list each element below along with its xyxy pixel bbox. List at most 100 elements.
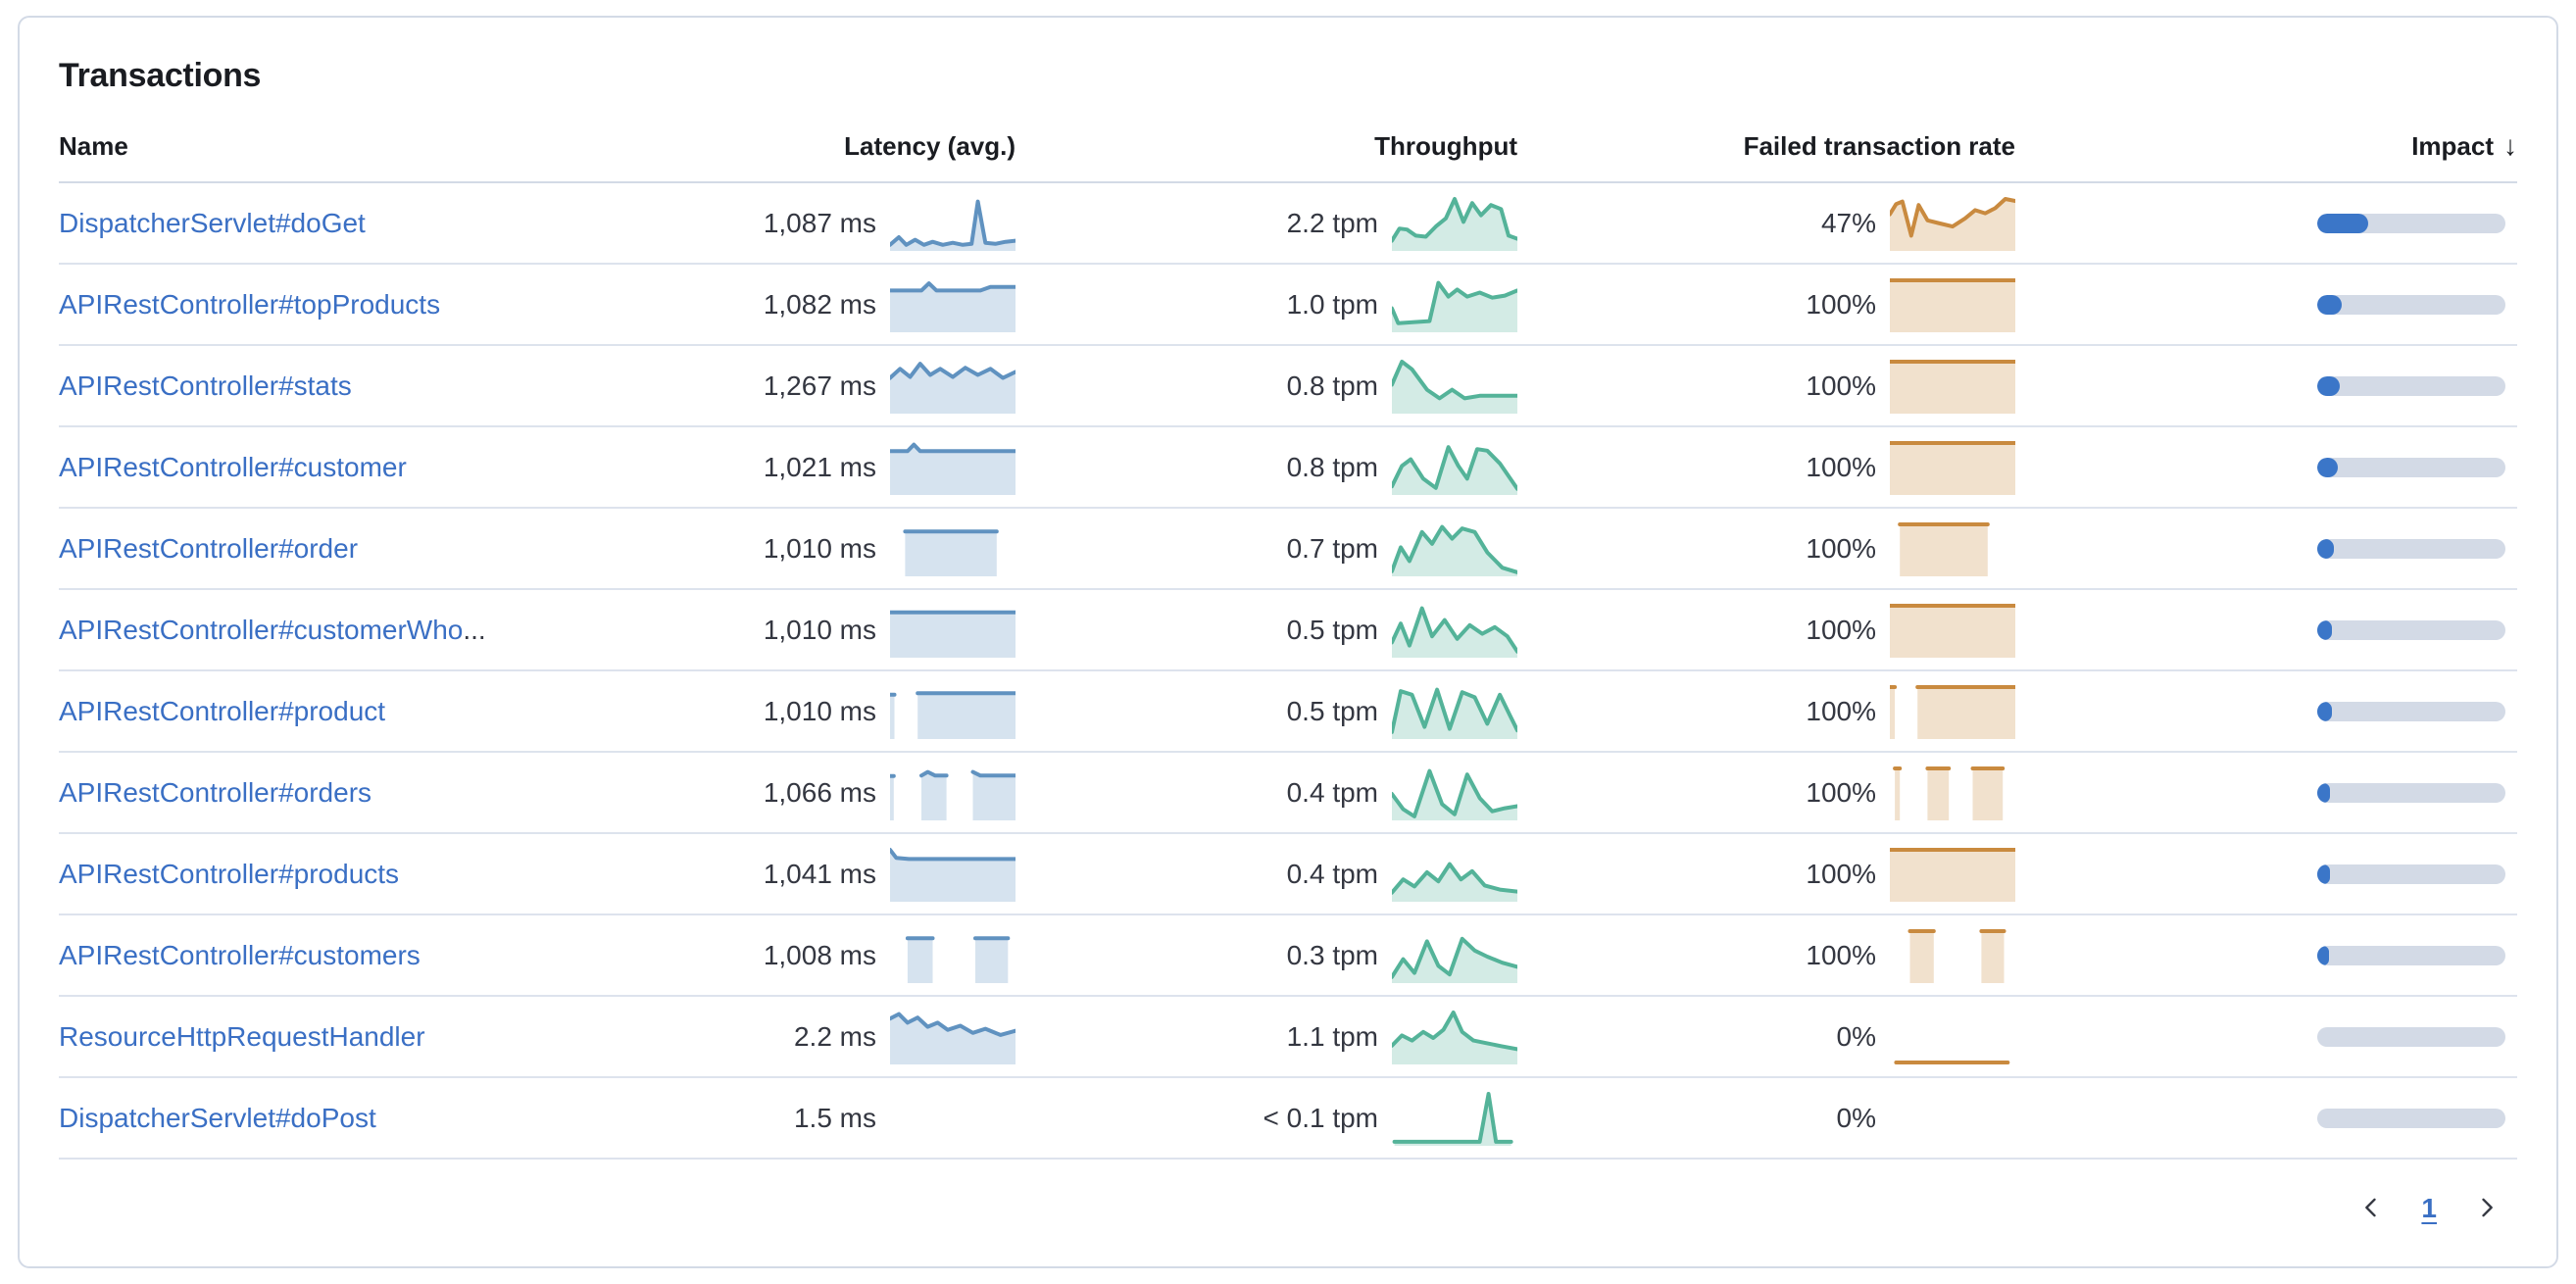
throughput-cell: 0.4 tpm (1016, 765, 1519, 820)
throughput-value: 2.2 tpm (1286, 207, 1378, 238)
column-header-impact[interactable]: Impact ↓ (2411, 130, 2517, 161)
failed-rate-value: 47% (1820, 207, 1876, 238)
latency-value: 1,041 ms (763, 858, 876, 889)
latency-value: 1,010 ms (763, 532, 876, 564)
impact-cell (2015, 294, 2517, 315)
latency-value: 1,010 ms (763, 614, 876, 645)
transaction-link[interactable]: APIRestController#topProducts (59, 288, 441, 320)
impact-bar-fill (2317, 213, 2368, 233)
failed-rate-sparkline (1890, 1091, 2015, 1146)
latency-sparkline (890, 928, 1016, 983)
table-row: ResourceHttpRequestHandler 2.2 ms 1.1 tp… (59, 997, 2517, 1078)
failed-rate-cell: 100% (1517, 440, 2017, 495)
transaction-link[interactable]: DispatcherServlet#doGet (59, 207, 366, 238)
throughput-sparkline (1390, 521, 1519, 576)
column-header-throughput[interactable]: Throughput (1374, 130, 1517, 161)
next-page-button[interactable] (2472, 1194, 2502, 1223)
impact-bar-fill (2317, 701, 2333, 721)
truncation-ellipsis: ... (463, 614, 486, 645)
sort-desc-icon: ↓ (2503, 130, 2517, 161)
failed-rate-sparkline (1888, 440, 2017, 495)
latency-sparkline (888, 1010, 1017, 1064)
failed-rate-value: 0% (1836, 1020, 1876, 1052)
failed-rate-cell: 100% (1517, 359, 2017, 414)
impact-bar-fill (2317, 619, 2333, 640)
latency-sparkline (888, 603, 1017, 658)
failed-rate-value: 100% (1806, 451, 1876, 482)
transaction-name-cell: DispatcherServlet#doGet (59, 208, 692, 239)
latency-cell: 1,041 ms (692, 847, 1017, 902)
throughput-cell: 2.2 tpm (1016, 196, 1519, 251)
transaction-link[interactable]: APIRestController#customers (59, 939, 421, 970)
transactions-panel: Transactions Name Latency (avg.) Through… (18, 16, 2558, 1268)
failed-rate-cell: 100% (1517, 603, 2017, 658)
throughput-sparkline (1390, 765, 1519, 820)
transaction-name-cell: APIRestController#customer (59, 452, 692, 483)
table-row: APIRestController#orders 1,066 ms 0.4 tp… (59, 753, 2517, 834)
failed-rate-sparkline (1890, 765, 2015, 820)
transaction-name-cell: APIRestController#topProducts (59, 289, 692, 321)
failed-rate-cell: 100% (1517, 765, 2015, 820)
failed-rate-cell: 0% (1517, 1010, 2015, 1064)
page-number-1[interactable]: 1 (2421, 1193, 2437, 1223)
impact-bar-track (2317, 782, 2505, 803)
impact-bar-fill (2317, 945, 2329, 965)
transaction-name-cell: APIRestController#product (59, 696, 692, 727)
transaction-link[interactable]: DispatcherServlet#doPost (59, 1102, 376, 1133)
impact-bar-track (2317, 375, 2505, 396)
table-body: DispatcherServlet#doGet 1,087 ms 2.2 tpm… (59, 183, 2517, 1160)
failed-rate-sparkline (1890, 928, 2015, 983)
throughput-sparkline (1390, 847, 1519, 902)
transaction-name-cell: APIRestController#order (59, 533, 692, 565)
throughput-value: 0.8 tpm (1286, 370, 1378, 401)
transaction-name-cell: APIRestController#customers (59, 940, 692, 971)
latency-value: 1.5 ms (793, 1102, 876, 1133)
impact-cell (2015, 701, 2517, 721)
failed-rate-value: 0% (1836, 1102, 1876, 1133)
impact-cell (2015, 864, 2517, 884)
previous-page-button[interactable] (2356, 1194, 2386, 1223)
failed-rate-sparkline (1890, 1010, 2015, 1064)
transaction-link[interactable]: APIRestController#customer (59, 451, 407, 482)
transaction-name-cell: APIRestController#orders (59, 777, 692, 809)
transaction-name-cell: ResourceHttpRequestHandler (59, 1021, 692, 1053)
column-header-failed-rate[interactable]: Failed transaction rate (1743, 130, 2015, 161)
latency-sparkline (890, 1091, 1016, 1146)
latency-cell: 1,021 ms (692, 440, 1017, 495)
transaction-link[interactable]: APIRestController#products (59, 858, 400, 889)
impact-bar-fill (2317, 864, 2331, 884)
latency-sparkline (888, 359, 1017, 414)
impact-bar-track (2317, 1026, 2505, 1047)
transaction-link[interactable]: APIRestController#orders (59, 776, 372, 808)
table-row: APIRestController#customers 1,008 ms 0.3… (59, 915, 2517, 997)
failed-rate-cell: 100% (1517, 277, 2017, 332)
throughput-sparkline (1390, 359, 1519, 414)
latency-cell: 1,010 ms (692, 684, 1017, 739)
throughput-value: < 0.1 tpm (1263, 1102, 1378, 1133)
impact-bar-track (2317, 457, 2505, 477)
failed-rate-value: 100% (1806, 614, 1876, 645)
transaction-link[interactable]: APIRestController#customerWho (59, 614, 464, 645)
transaction-link[interactable]: APIRestController#order (59, 532, 359, 564)
throughput-sparkline (1390, 277, 1519, 332)
transaction-link[interactable]: APIRestController#product (59, 695, 386, 726)
column-header-latency[interactable]: Latency (avg.) (844, 130, 1016, 161)
impact-bar-track (2317, 213, 2505, 233)
column-header-name[interactable]: Name (59, 130, 128, 161)
transaction-link[interactable]: APIRestController#stats (59, 370, 352, 401)
failed-rate-value: 100% (1806, 858, 1876, 889)
latency-value: 1,267 ms (763, 370, 876, 401)
impact-cell (2015, 1026, 2517, 1047)
latency-cell: 1.5 ms (692, 1091, 1016, 1146)
transaction-link[interactable]: ResourceHttpRequestHandler (59, 1020, 425, 1052)
failed-rate-cell: 100% (1517, 684, 2017, 739)
latency-cell: 1,087 ms (692, 196, 1017, 251)
latency-value: 1,066 ms (763, 776, 876, 808)
failed-rate-cell: 100% (1517, 521, 2015, 576)
latency-sparkline (888, 277, 1017, 332)
latency-cell: 1,008 ms (692, 928, 1016, 983)
impact-bar-track (2317, 945, 2505, 965)
impact-cell (2015, 213, 2517, 233)
failed-rate-sparkline (1888, 196, 2017, 251)
latency-value: 1,087 ms (763, 207, 876, 238)
